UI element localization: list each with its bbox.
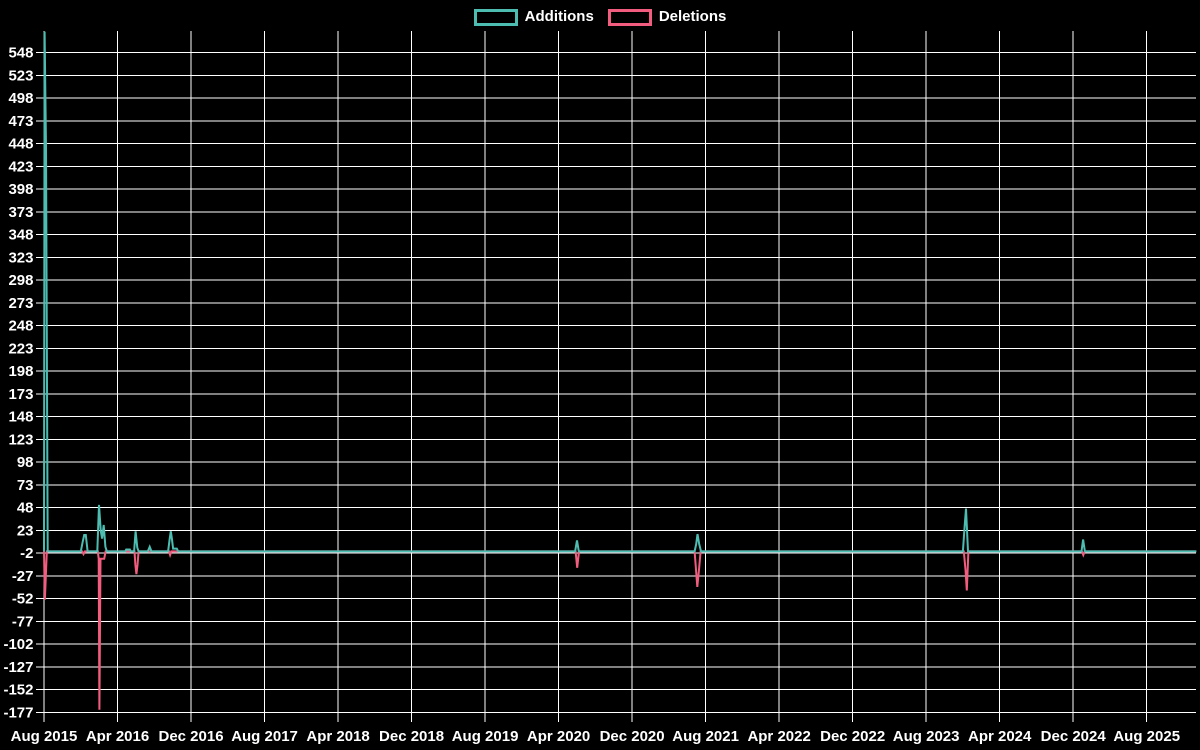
y-axis-label: -52 [12,591,34,608]
y-axis-label: 448 [8,136,33,153]
x-axis-label: Dec 2022 [820,728,885,745]
y-axis-label: 423 [8,158,33,175]
additions-line [43,31,1197,553]
x-axis-label: Dec 2020 [600,728,665,745]
x-axis-label: Apr 2016 [86,728,149,745]
deletions-legend-label: Deletions [658,8,727,25]
y-axis-label: -127 [3,659,33,676]
y-axis-label: 23 [17,522,34,539]
x-axis-label: Dec 2018 [379,728,444,745]
additions-legend-label: Additions [524,8,594,25]
y-axis-label: 273 [8,295,33,312]
chart-legend: Additions Deletions [0,8,1200,26]
y-axis-label: 473 [8,113,33,130]
y-axis-label: 248 [8,318,33,335]
y-axis-label: -177 [3,705,33,722]
x-axis-label: Apr 2020 [527,728,590,745]
y-axis-label: 398 [8,181,33,198]
y-axis-label: 298 [8,272,33,289]
deletions-swatch-icon [607,8,652,26]
y-axis-label: 373 [8,204,33,221]
y-axis-label: 498 [8,90,33,107]
x-axis-label: Apr 2022 [747,728,810,745]
x-axis-label: Apr 2018 [306,728,369,745]
y-axis-label: 198 [8,363,33,380]
legend-item-deletions[interactable]: Deletions [607,8,727,26]
y-axis-label: -27 [12,568,34,585]
x-axis-label: Dec 2016 [158,728,223,745]
x-axis-label: Apr 2024 [968,728,1032,745]
x-axis-label: Aug 2015 [11,728,78,745]
y-axis-label: 223 [8,340,33,357]
y-axis-label: 173 [8,386,33,403]
y-axis-label: 98 [17,454,34,471]
additions-swatch-icon [473,8,518,26]
y-axis-label: -2 [20,545,33,562]
y-axis-label: 73 [17,477,34,494]
x-axis-label: Dec 2024 [1041,728,1107,745]
y-axis-label: 148 [8,409,33,426]
y-axis-label: 323 [8,249,33,266]
y-axis-label: -102 [3,636,33,653]
deletions-line [43,550,1197,710]
y-axis-label: 523 [8,67,33,84]
x-axis-label: Aug 2021 [672,728,739,745]
y-axis-label: -77 [12,613,34,630]
y-axis-label: -152 [3,682,33,699]
x-axis-label: Aug 2019 [452,728,519,745]
legend-item-additions[interactable]: Additions [473,8,594,26]
x-axis-label: Aug 2023 [893,728,960,745]
y-axis-label: 548 [8,45,33,62]
y-axis-label: 48 [17,500,34,517]
y-axis-label: 123 [8,431,33,448]
y-axis-label: 348 [8,227,33,244]
x-axis-label: Aug 2025 [1113,728,1180,745]
x-axis-label: Aug 2017 [231,728,298,745]
